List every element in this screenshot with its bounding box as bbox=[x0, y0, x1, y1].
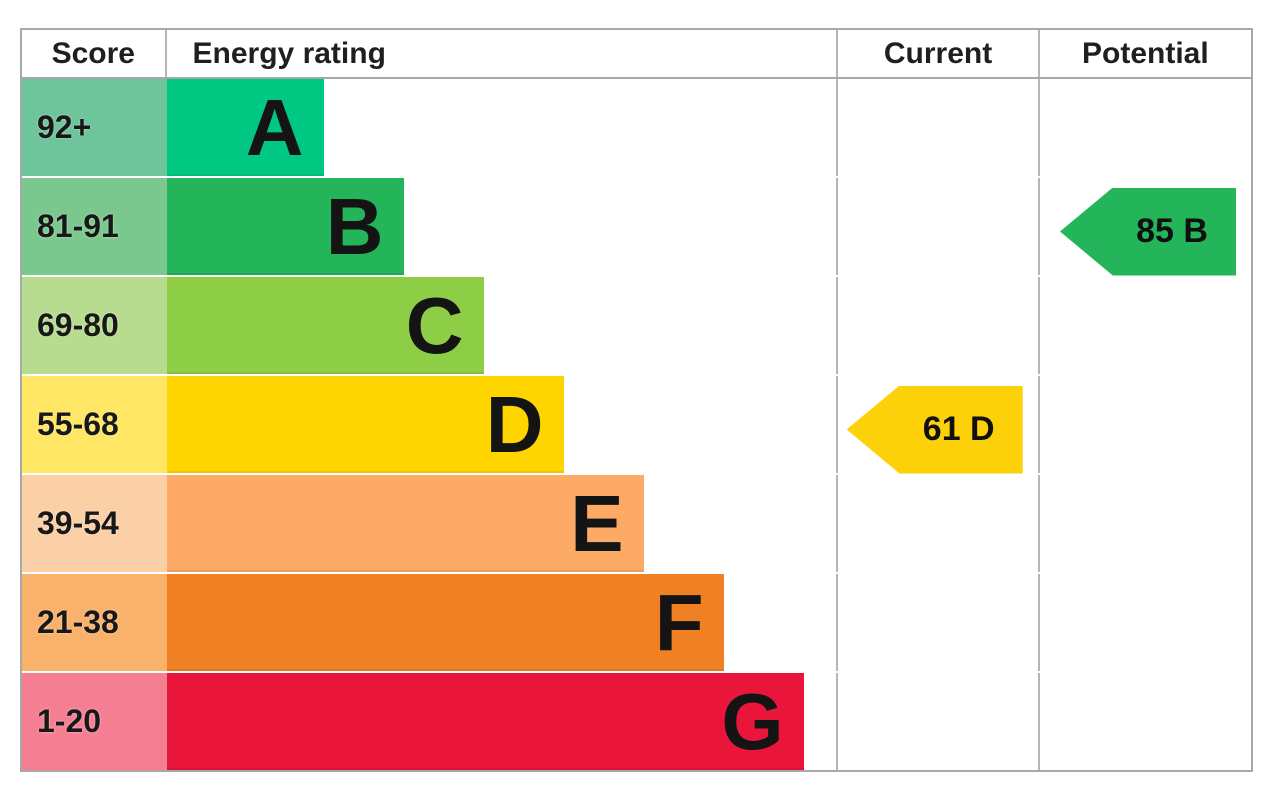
potential-cell bbox=[1037, 79, 1251, 176]
rating-bar: E bbox=[166, 475, 644, 572]
score-range-label: 92+ bbox=[37, 109, 92, 145]
rating-bar-cell: G bbox=[166, 673, 837, 770]
potential-cell bbox=[1037, 673, 1251, 770]
rating-letter: F bbox=[654, 577, 704, 667]
score-cell: 92+ bbox=[22, 79, 167, 176]
score-cell: 81-91 bbox=[22, 178, 167, 275]
rating-bar-cell: C bbox=[166, 277, 837, 374]
score-cell: 21-38 bbox=[22, 574, 167, 671]
score-cell: 39-54 bbox=[22, 475, 167, 572]
score-range-label: 21-38 bbox=[37, 604, 119, 640]
rating-letter: C bbox=[405, 280, 464, 370]
epc-rating-chart: Score Energy rating Current Potential 92… bbox=[20, 28, 1253, 772]
rating-bar-cell: A bbox=[166, 79, 837, 176]
energy-rating-column-header: Energy rating bbox=[192, 36, 386, 70]
rating-bar: B bbox=[166, 178, 404, 275]
band-row: 81-91 B 85 B bbox=[22, 178, 1251, 277]
band-row: 69-80 C bbox=[22, 277, 1251, 376]
rating-bar-cell: D bbox=[166, 376, 837, 473]
current-cell: 61 D bbox=[836, 376, 1037, 474]
score-cell: 1-20 bbox=[22, 673, 167, 770]
band-row: 21-38 F bbox=[22, 574, 1251, 673]
potential-cell bbox=[1037, 376, 1251, 473]
score-range-label: 55-68 bbox=[37, 406, 119, 442]
band-row: 92+ A bbox=[22, 79, 1251, 178]
current-cell bbox=[836, 178, 1037, 275]
current-cell bbox=[836, 673, 1037, 770]
band-rows: 92+ A 81-91 B 85 B 69-80 C bbox=[22, 79, 1251, 770]
rating-letter: D bbox=[485, 379, 544, 469]
arrow-label: 61 D bbox=[922, 410, 995, 448]
current-cell bbox=[836, 277, 1037, 374]
band-row: 39-54 E bbox=[22, 475, 1251, 574]
score-range-label: 69-80 bbox=[37, 307, 119, 343]
score-cell: 55-68 bbox=[22, 376, 167, 473]
rating-bar: D bbox=[166, 376, 564, 473]
potential-cell bbox=[1037, 574, 1251, 671]
rating-bar: G bbox=[166, 673, 804, 770]
rating-letter: B bbox=[325, 181, 384, 271]
current-column-header: Current bbox=[836, 30, 1037, 77]
rating-bar-cell: E bbox=[166, 475, 837, 572]
potential-rating-arrow: 85 B bbox=[1060, 187, 1236, 276]
rating-bar-cell: F bbox=[166, 574, 837, 671]
rating-bar: F bbox=[166, 574, 724, 671]
potential-cell bbox=[1037, 475, 1251, 572]
potential-cell: 85 B bbox=[1037, 178, 1251, 276]
score-column-header: Score bbox=[22, 30, 167, 77]
arrow-label: 85 B bbox=[1136, 212, 1208, 250]
rating-bar: C bbox=[166, 277, 484, 374]
current-cell bbox=[836, 475, 1037, 572]
potential-column-header: Potential bbox=[1037, 30, 1251, 77]
score-range-label: 39-54 bbox=[37, 505, 119, 541]
table-header-row: Score Energy rating Current Potential bbox=[22, 30, 1251, 79]
score-range-label: 81-91 bbox=[37, 208, 119, 244]
current-cell bbox=[836, 574, 1037, 671]
band-row: 1-20 G bbox=[22, 673, 1251, 770]
current-cell bbox=[836, 79, 1037, 176]
rating-bar-cell: B bbox=[166, 178, 837, 275]
rating-letter: A bbox=[245, 82, 304, 172]
potential-cell bbox=[1037, 277, 1251, 374]
score-cell: 69-80 bbox=[22, 277, 167, 374]
rating-letter: E bbox=[570, 478, 624, 568]
rating-letter: G bbox=[721, 676, 784, 766]
score-range-label: 1-20 bbox=[37, 703, 102, 739]
band-row: 55-68 D 61 D bbox=[22, 376, 1251, 475]
current-rating-arrow: 61 D bbox=[846, 385, 1023, 474]
rating-bar: A bbox=[166, 79, 324, 176]
